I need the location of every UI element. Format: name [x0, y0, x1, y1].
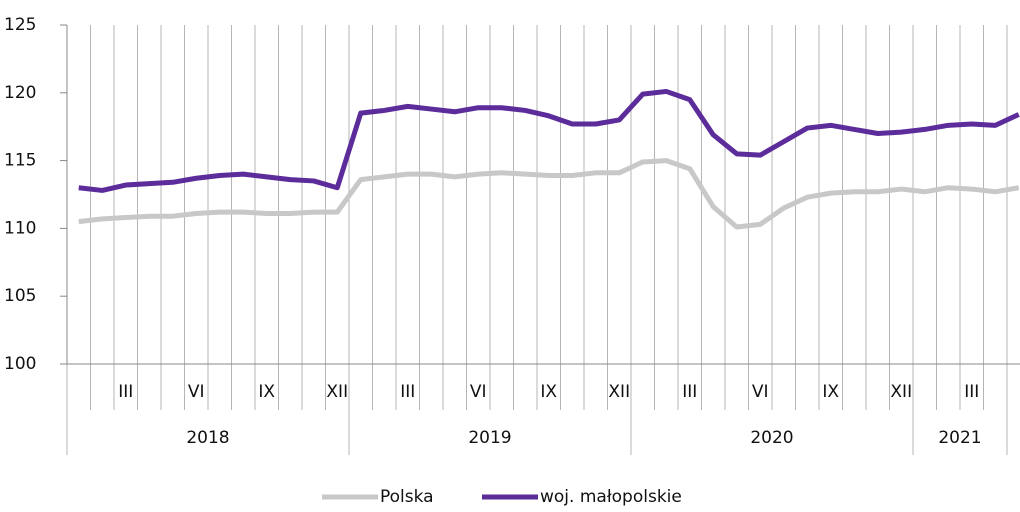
y-tick-label: 110	[4, 218, 36, 238]
year-label: 2020	[750, 428, 793, 448]
year-label: 2019	[468, 428, 511, 448]
legend-label: Polska	[380, 487, 434, 507]
y-tick-label: 105	[4, 286, 36, 306]
series-line	[78, 88, 1020, 193]
x-tick-label: III	[118, 382, 133, 402]
x-tick-label: III	[400, 382, 415, 402]
y-tick-label: 120	[4, 83, 36, 103]
y-tick-label: 125	[4, 15, 36, 35]
series-line	[78, 158, 1020, 230]
x-tick-label: III	[964, 382, 979, 402]
x-tick-label: VI	[752, 382, 769, 402]
year-label: 2021	[938, 428, 981, 448]
x-tick-label: VI	[470, 382, 487, 402]
year-label: 2018	[186, 428, 229, 448]
x-tick-label: VI	[188, 382, 205, 402]
y-tick-label: 100	[4, 354, 36, 374]
x-tick-label: IX	[540, 382, 557, 402]
x-tick-label: III	[682, 382, 697, 402]
legend-label: woj. małopolskie	[540, 487, 682, 507]
x-tick-label: XII	[890, 382, 912, 402]
x-tick-label: XII	[326, 382, 348, 402]
x-tick-label: XII	[608, 382, 630, 402]
x-tick-label: IX	[822, 382, 839, 402]
x-tick-label: IX	[258, 382, 275, 402]
y-tick-label: 115	[4, 151, 36, 171]
